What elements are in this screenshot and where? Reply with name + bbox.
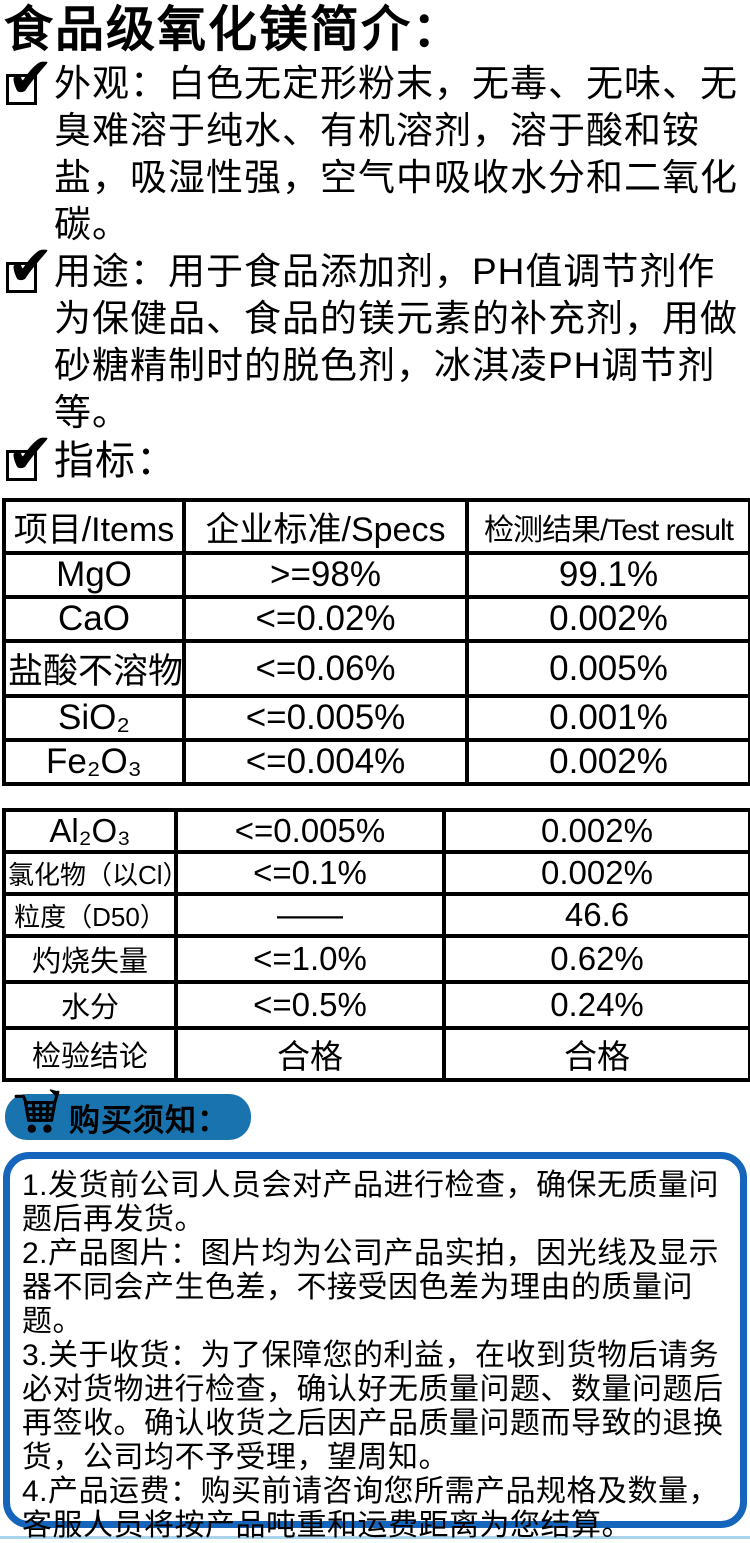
bullet-specs-text: 指标： [54,439,177,483]
table-header-row: 项目/Items 企业标准/Specs 检测结果/Test result [2,498,750,555]
product-intro-page: 食品级氧化镁简介： ✔ 外观：白色无定形粉末，无毒、无味、无臭难溶于纯水、有机溶… [0,3,750,1542]
table-row: 灼烧失量 <=1.0% 0.62% [2,934,750,984]
checked-checkbox-icon: ✔ [6,234,54,297]
table-row: 氯化物（以Cl） <=0.1% 0.002% [2,850,750,896]
bullet-list: ✔ 外观：白色无定形粉末，无毒、无味、无臭难溶于纯水、有机溶剂，溶于酸和铵盐，吸… [0,46,750,486]
checked-checkbox-icon: ✔ [6,46,54,109]
bullet-usage-text: 用途：用于食品添加剂，PH值调节剂作为保健品、食品的镁元素的补充剂，用做砂糖精制… [54,251,738,433]
spec-table-1: 项目/Items 企业标准/Specs 检测结果/Test result MgO… [2,498,750,786]
bullet-appearance: ✔ 外观：白色无定形粉末，无毒、无味、无臭难溶于纯水、有机溶剂，溶于酸和铵盐，吸… [6,46,748,248]
cart-icon [14,1089,60,1133]
purchase-note-item: 2.产品图片：图片均为公司产品实拍，因光线及显示器不同会产生色差，不接受因色差为… [22,1237,720,1338]
purchase-note-item: 3.关于收货：为了保障您的利益，在收到货物后请务必对货物进行检查，确认好无质量问… [22,1339,724,1474]
checked-checkbox-icon: ✔ [6,422,54,485]
purchase-notes-header: 购买须知： [5,1089,750,1140]
page-title: 食品级氧化镁简介： [4,3,464,57]
purchase-note-item: 1.发货前公司人员会对产品进行检查，确保无质量问题后再发货。 [22,1169,720,1236]
table-row: MgO >=98% 99.1% [2,551,750,599]
table-row: Fe₂O₃ <=0.004% 0.002% [2,738,750,786]
table-row: CaO <=0.02% 0.002% [2,595,750,643]
table-row: 检验结论 合格 合格 [2,1026,750,1082]
table-row: 粒度（D50） —— 46.6 [2,892,750,938]
table-row: Al₂O₃ <=0.005% 0.002% [2,808,750,854]
table-row: 盐酸不溶物 <=0.06% 0.005% [2,639,750,698]
col-header-specs: 企业标准/Specs [182,498,469,555]
table-row: SiO₂ <=0.005% 0.001% [2,694,750,742]
purchase-notes-badge: 购买须知： [5,1089,251,1140]
purchase-notes-box: 1.发货前公司人员会对产品进行检查，确保无质量问题后再发货。 2.产品图片：图片… [3,1152,747,1542]
col-header-test-result: 检测结果/Test result [465,498,750,555]
bullet-usage: ✔ 用途：用于食品添加剂，PH值调节剂作为保健品、食品的镁元素的补充剂，用做砂糖… [6,234,748,436]
bullet-appearance-text: 外观：白色无定形粉末，无毒、无味、无臭难溶于纯水、有机溶剂，溶于酸和铵盐，吸湿性… [54,63,738,245]
purchase-note-item: 4.产品运费：购买前请咨询您所需产品规格及数量，客服人员将按产品吨重和运费距离为… [22,1475,720,1542]
col-header-items: 项目/Items [2,498,186,555]
bullet-specs: ✔ 指标： [6,422,748,486]
purchase-notes-badge-label: 购买须知： [69,1102,229,1138]
table-row: 水分 <=0.5% 0.24% [2,980,750,1030]
spec-table-2: Al₂O₃ <=0.005% 0.002% 氯化物（以Cl） <=0.1% 0.… [2,808,750,1082]
